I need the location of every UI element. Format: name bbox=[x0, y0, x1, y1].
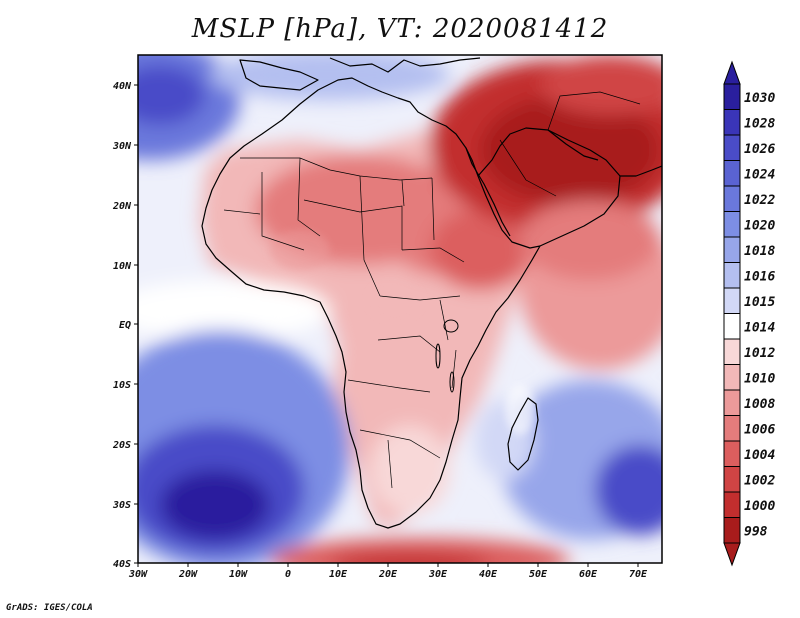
colorbar-swatch bbox=[723, 109, 741, 136]
colorbar-swatch bbox=[723, 211, 741, 238]
lat-tick: 30S bbox=[112, 500, 131, 511]
lat-tick: 10N bbox=[113, 261, 132, 272]
colorbar-swatch bbox=[723, 236, 741, 263]
colorbar-label: 1008 bbox=[744, 397, 775, 412]
colorbar-label: 1024 bbox=[744, 167, 775, 182]
colorbar-swatch bbox=[723, 440, 741, 467]
india-coastline bbox=[620, 165, 662, 177]
colorbar: 1030 1028 1026 1024 1022 1020 1018 1016 1015 1014… bbox=[723, 60, 775, 567]
lon-tick: 10W bbox=[229, 569, 248, 580]
lat-tick: 20N bbox=[112, 201, 132, 212]
lon-tick: 50E bbox=[529, 569, 548, 580]
lon-tick: 60E bbox=[579, 569, 598, 580]
coastlines bbox=[201, 57, 662, 529]
colorbar-label: 1010 bbox=[744, 371, 775, 386]
lon-tick: 40E bbox=[479, 569, 498, 580]
lake-malawi bbox=[449, 371, 455, 393]
mascarene-high-region bbox=[595, 445, 662, 535]
red-sea bbox=[465, 147, 511, 237]
lat-tick: 30N bbox=[112, 141, 132, 152]
colorbar-label: 1026 bbox=[744, 142, 775, 157]
colorbar-swatch bbox=[723, 185, 741, 212]
colorbar-label: 1018 bbox=[744, 244, 775, 259]
colorbar-swatch bbox=[723, 287, 741, 314]
lat-tick: EQ bbox=[119, 320, 131, 331]
lon-tick: 20E bbox=[378, 569, 398, 580]
lon-tick: 30E bbox=[428, 569, 448, 580]
colorbar-label: 1016 bbox=[744, 269, 775, 284]
persian-gulf bbox=[547, 129, 599, 161]
colorbar-swatch bbox=[723, 415, 741, 442]
colorbar-label: 1028 bbox=[744, 116, 775, 131]
lake-victoria bbox=[443, 319, 459, 333]
colorbar-swatch bbox=[723, 517, 741, 544]
lat-axis: 40N 30N 20N 10N EQ 10S 20S 30S 40S bbox=[112, 81, 138, 570]
country-borders bbox=[223, 91, 641, 489]
lake-tanganyika bbox=[435, 343, 441, 369]
madagascar-coastline bbox=[507, 397, 539, 471]
colorbar-label: 1000 bbox=[744, 499, 775, 514]
colorbar-label: 998 bbox=[744, 524, 768, 539]
lat-tick: 40S bbox=[113, 559, 131, 570]
iberia-coastline bbox=[239, 59, 319, 91]
lat-tick: 40N bbox=[113, 81, 132, 92]
lon-axis: 30W 20W 10W 0 10E 20E 30E 40E 50E 60E 70… bbox=[128, 563, 648, 580]
colorbar-swatch bbox=[723, 134, 741, 161]
colorbar-label: 1020 bbox=[744, 218, 775, 233]
colorbar-label: 1002 bbox=[744, 473, 775, 488]
lakes bbox=[435, 319, 459, 393]
colorbar-arrow-down bbox=[723, 542, 741, 567]
africa-coastline bbox=[201, 77, 541, 529]
colorbar-label: 1015 bbox=[744, 295, 775, 310]
europe-coastline bbox=[329, 57, 481, 73]
colorbar-swatch bbox=[723, 364, 741, 391]
colorbar-label: 1004 bbox=[744, 448, 775, 463]
colorbar-swatch bbox=[723, 83, 741, 110]
colorbar-label: 1012 bbox=[744, 346, 775, 361]
lat-tick: 20S bbox=[112, 440, 131, 451]
colorbar-swatch bbox=[723, 389, 741, 416]
colorbar-swatch bbox=[723, 160, 741, 187]
southern-ocean-low-region bbox=[270, 538, 570, 563]
colorbar-swatch bbox=[723, 466, 741, 493]
colorbar-swatch bbox=[723, 313, 741, 340]
colorbar-swatch bbox=[723, 262, 741, 289]
lon-tick: 30W bbox=[128, 569, 148, 580]
colorbar-label: 1014 bbox=[744, 320, 775, 335]
st-helena-high-region bbox=[160, 470, 270, 540]
arabia-coastline bbox=[477, 127, 621, 247]
lon-tick: 20W bbox=[178, 569, 198, 580]
colorbar-label: 1006 bbox=[744, 422, 775, 437]
lon-tick: 10E bbox=[329, 569, 348, 580]
colorbar-arrow-up bbox=[723, 60, 741, 85]
lon-tick: 70E bbox=[629, 569, 648, 580]
colorbar-label: 1022 bbox=[744, 193, 775, 208]
colorbar-label: 1030 bbox=[744, 91, 775, 106]
colorbar-swatch bbox=[723, 338, 741, 365]
lat-tick: 10S bbox=[113, 380, 131, 391]
pressure-field bbox=[138, 55, 662, 563]
chart-title: MSLP [hPa], VT: 2020081412 bbox=[191, 14, 609, 44]
credit-label: GrADS: IGES/COLA bbox=[6, 603, 93, 613]
colorbar-swatch bbox=[723, 491, 741, 518]
lon-tick: 0 bbox=[285, 569, 291, 580]
map-frame bbox=[137, 54, 663, 564]
